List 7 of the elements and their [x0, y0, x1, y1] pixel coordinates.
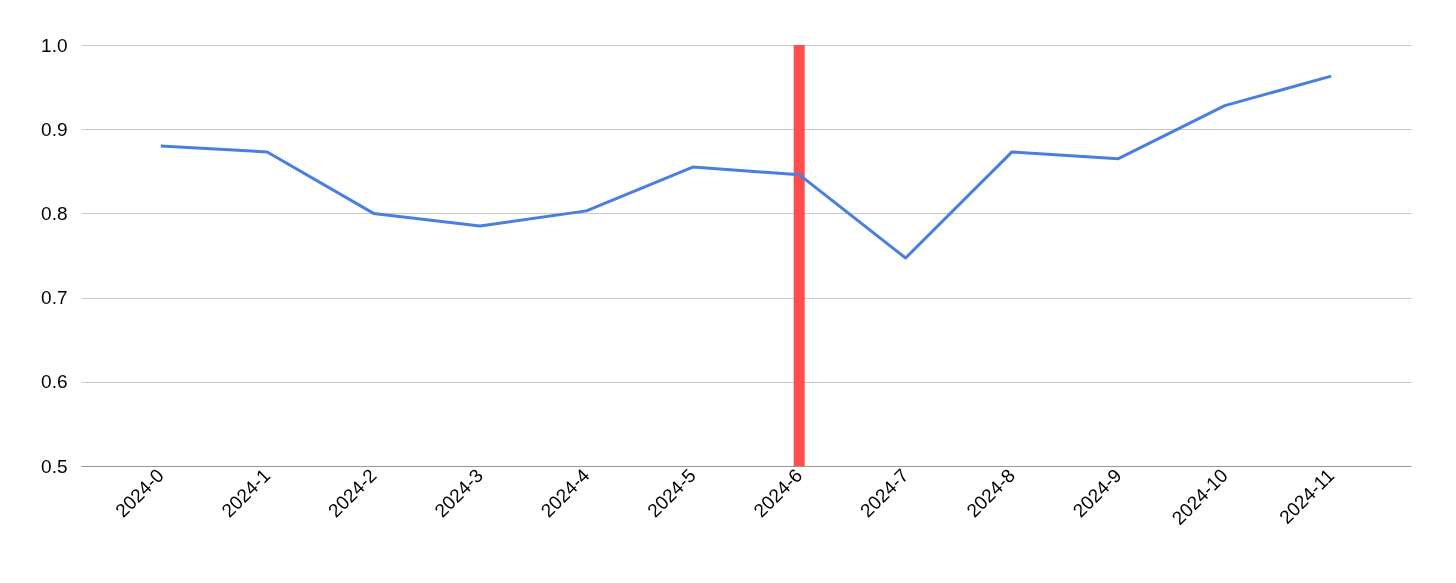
y-tick-label: 0.5 [41, 455, 68, 477]
y-tick-label: 0.7 [41, 287, 68, 309]
y-tick-label: 0.9 [41, 118, 68, 140]
y-tick-label: 1.0 [41, 34, 68, 56]
line-series [159, 74, 1333, 260]
y-tick-label: 0.8 [41, 202, 68, 224]
y-tick-label: 0.6 [41, 371, 68, 393]
